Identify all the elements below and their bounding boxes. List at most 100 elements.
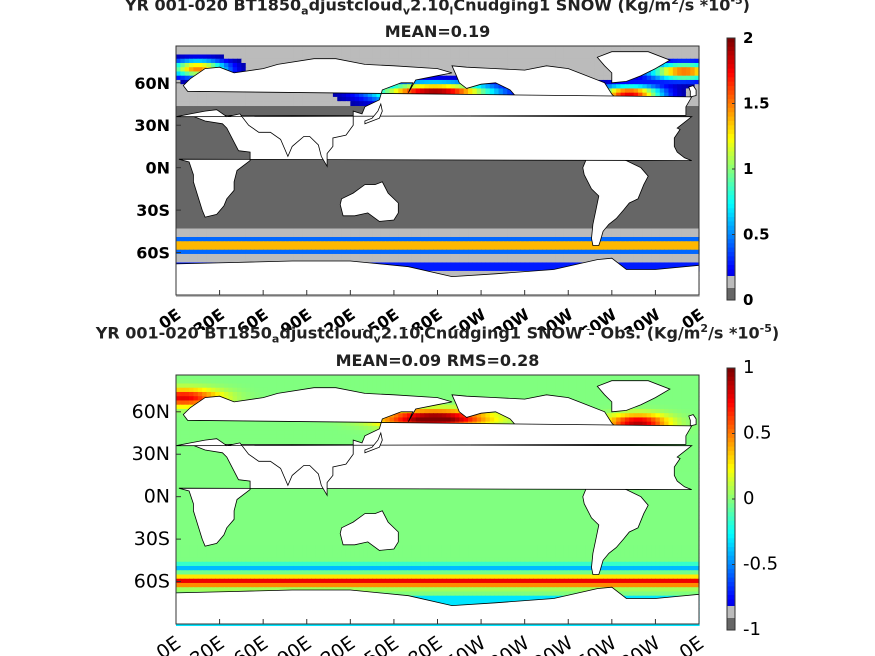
field-cell: [677, 232, 683, 238]
field-cell: [424, 262, 430, 268]
field-cell: [315, 92, 321, 98]
field-cell: [293, 249, 299, 255]
field-cell: [485, 46, 491, 51]
field-cell: [202, 241, 208, 247]
field-cell: [428, 46, 434, 51]
field-cell: [367, 101, 373, 107]
field-cell: [280, 58, 286, 64]
field-cell: [481, 58, 487, 64]
field-cell: [354, 383, 360, 389]
field-cell: [507, 50, 513, 56]
field-cell: [550, 62, 556, 68]
field-cell: [498, 379, 504, 385]
field-cell: [633, 258, 639, 264]
field-cell: [481, 228, 487, 234]
field-cell: [690, 236, 696, 242]
field-cell: [642, 46, 648, 51]
field-cell: [685, 404, 691, 410]
field-cell: [341, 50, 347, 56]
field-cell: [450, 253, 456, 259]
field-cell: [515, 379, 521, 385]
field-cell: [681, 67, 687, 73]
field-cell: [250, 67, 256, 73]
field-cell: [659, 62, 665, 68]
field-cell: [420, 62, 426, 68]
field-cell: [563, 249, 569, 255]
field-cell: [280, 92, 286, 98]
field-cell: [459, 228, 465, 234]
field-cell: [219, 387, 225, 393]
field-cell: [228, 249, 234, 255]
field-cell: [494, 379, 500, 385]
field-cell: [332, 232, 338, 238]
field-cell: [668, 249, 674, 255]
field-cell: [476, 375, 482, 380]
field-cell: [681, 62, 687, 68]
field-cell: [472, 54, 478, 60]
field-cell: [345, 375, 351, 380]
field-cell: [476, 62, 482, 68]
field-cell: [685, 75, 691, 81]
field-cell: [594, 75, 600, 81]
field-cell: [655, 92, 661, 98]
field-cell: [555, 50, 561, 56]
field-cell: [398, 245, 404, 251]
field-cell: [228, 241, 234, 247]
field-cell: [533, 253, 539, 259]
field-cell: [515, 46, 521, 51]
field-cell: [494, 46, 500, 51]
field-cell: [271, 101, 277, 107]
field-cell: [385, 241, 391, 247]
field-cell: [237, 253, 242, 259]
field-cell: [415, 413, 421, 419]
field-cell: [694, 50, 700, 56]
field-cell: [441, 46, 447, 51]
field-cell: [337, 379, 343, 385]
field-cell: [633, 408, 639, 414]
field-cell: [180, 236, 186, 242]
field-cell: [258, 54, 264, 60]
field-cell: [337, 375, 343, 380]
field-cell: [219, 236, 225, 242]
field-cell: [446, 241, 452, 247]
field-cell: [250, 50, 256, 56]
field-cell: [393, 379, 399, 385]
field-cell: [441, 262, 447, 268]
field-cell: [367, 249, 373, 255]
field-cell: [598, 241, 604, 247]
field-cell: [450, 404, 456, 410]
field-cell: [437, 249, 443, 255]
field-cell: [241, 232, 247, 238]
field-cell: [176, 92, 181, 98]
field-cell: [550, 387, 556, 393]
field-cell: [202, 236, 208, 242]
field-cell: [677, 383, 683, 389]
field-cell: [411, 54, 417, 60]
field-cell: [389, 50, 395, 56]
field-cell: [341, 236, 347, 242]
field-cell: [376, 228, 382, 234]
field-cell: [393, 258, 399, 264]
field-cell: [459, 236, 465, 242]
field-cell: [594, 249, 600, 255]
field-cell: [293, 241, 299, 247]
field-cell: [215, 54, 221, 60]
field-cell: [507, 228, 513, 234]
field-cell: [524, 241, 530, 247]
field-cell: [646, 88, 652, 94]
field-cell: [611, 375, 617, 380]
field-cell: [581, 253, 587, 259]
field-cell: [284, 54, 290, 60]
field-cell: [433, 375, 439, 380]
field-cell: [376, 387, 382, 393]
field-cell: [568, 262, 574, 268]
field-cell: [590, 379, 595, 385]
field-cell: [624, 236, 630, 242]
field-cell: [642, 84, 648, 90]
field-cell: [529, 375, 534, 380]
field-cell: [359, 379, 365, 385]
field-cell: [603, 232, 609, 238]
field-cell: [511, 375, 517, 380]
field-cell: [228, 62, 234, 68]
field-cell: [237, 228, 242, 234]
